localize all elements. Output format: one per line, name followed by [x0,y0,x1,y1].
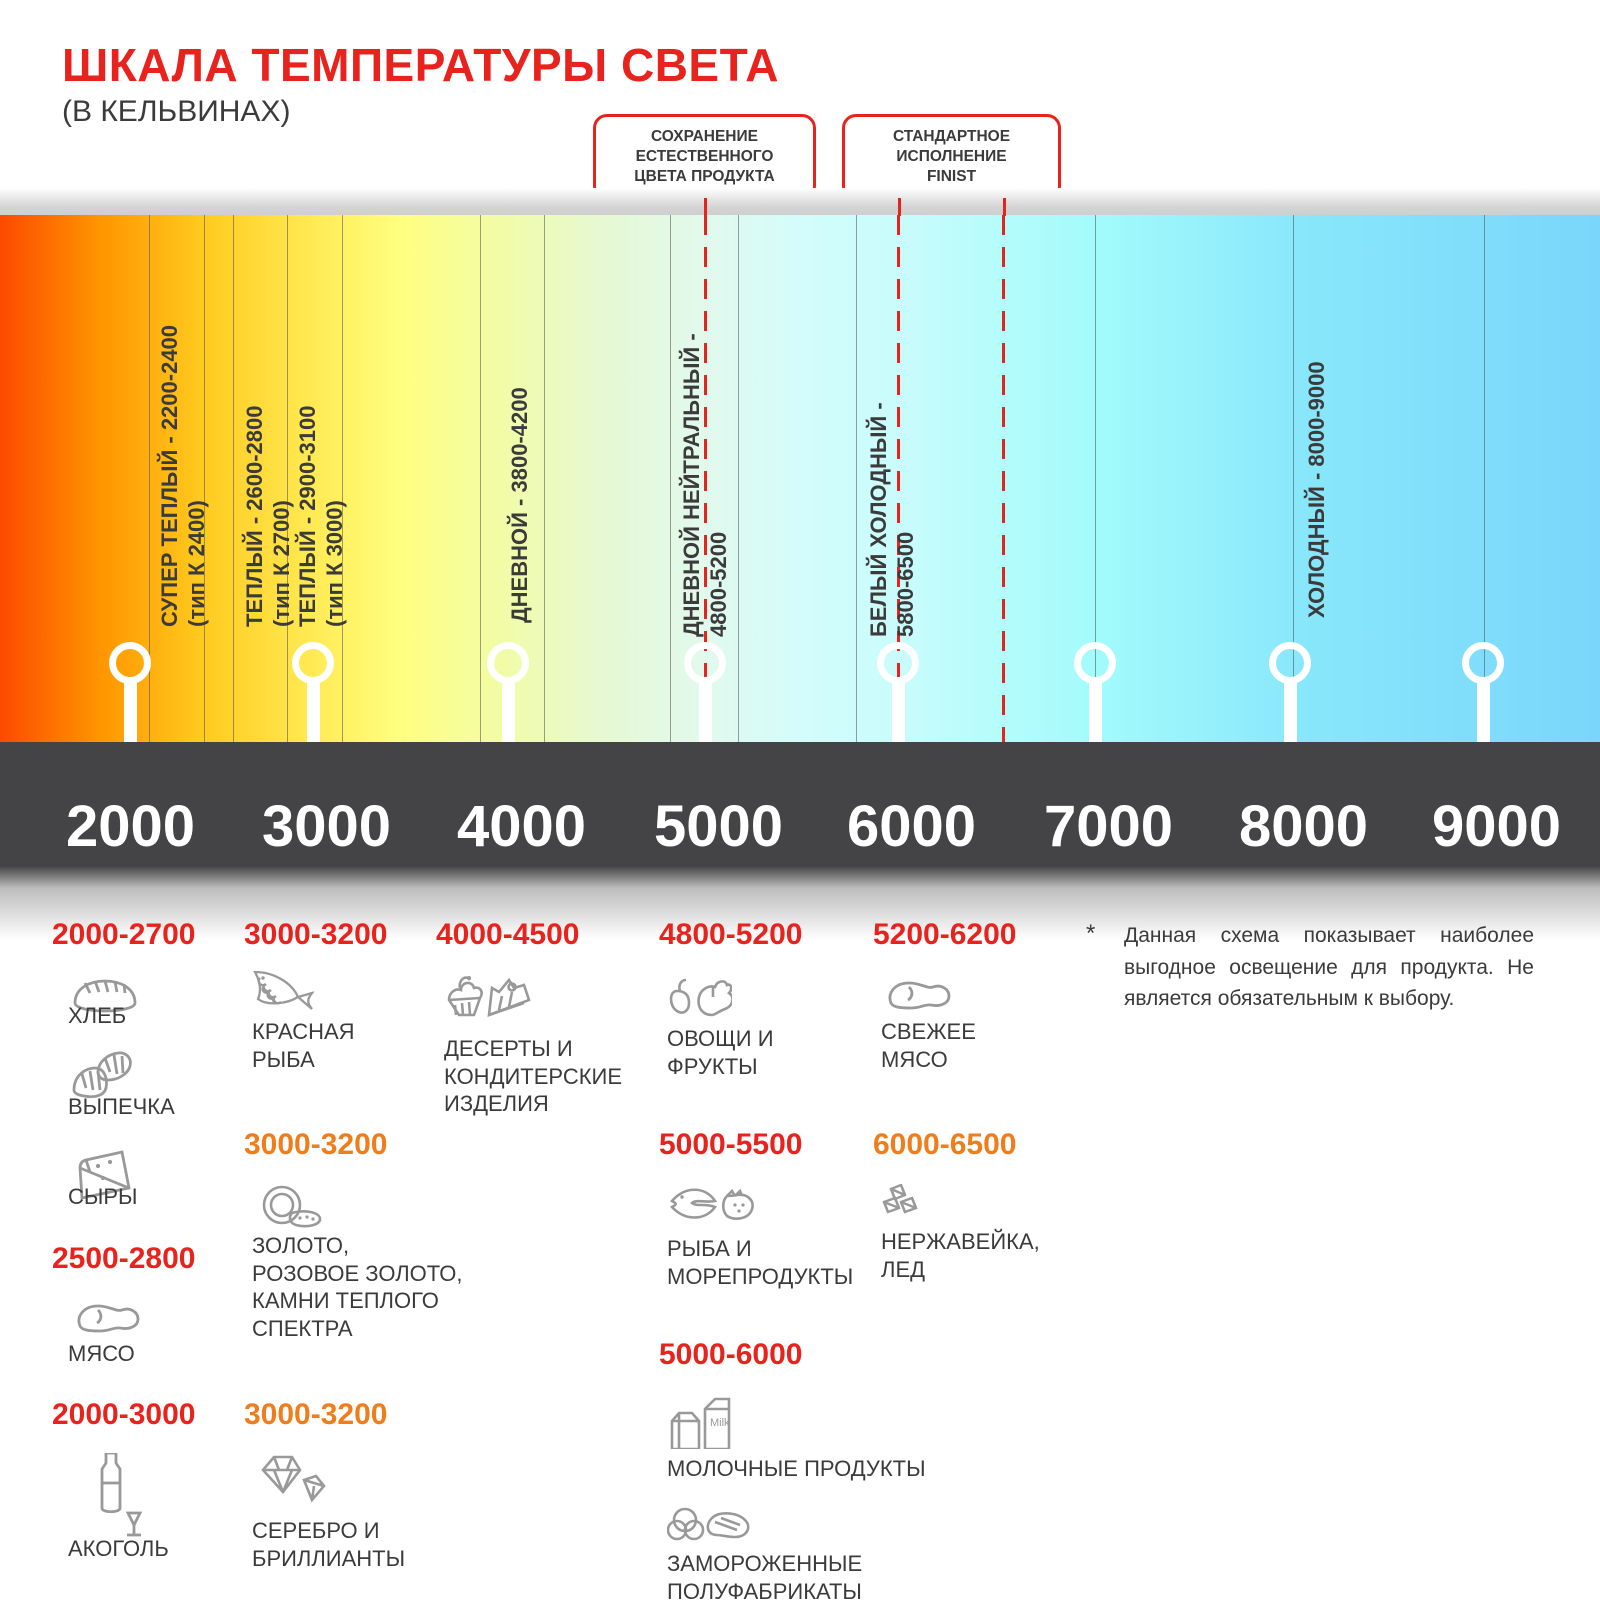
svg-text:Milk: Milk [710,1417,730,1429]
